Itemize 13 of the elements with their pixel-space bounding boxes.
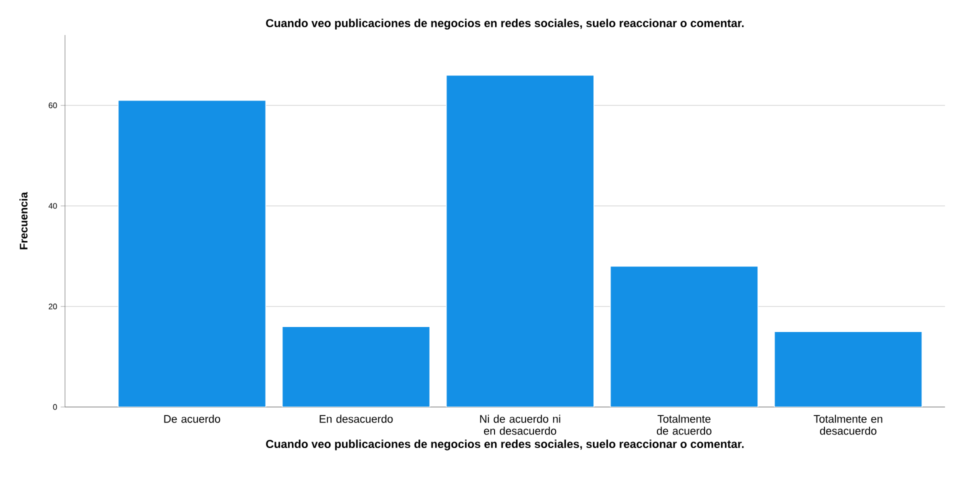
bar <box>774 331 922 407</box>
x-tick-label: Ni de acuerdo ni en desacuerdo <box>480 414 560 435</box>
bar <box>118 100 266 407</box>
x-tick-label: Totalmente de acuerdo <box>656 414 712 435</box>
chart-title: Cuando veo publicaciones de negocios en redes sociales, suelo reaccionar o comentar. <box>266 18 744 30</box>
x-axis-title: Cuando veo publicaciones de negocios en redes sociales, suelo reaccionar o comentar. <box>266 440 744 450</box>
bar <box>446 74 594 407</box>
x-tick-label: Totalmente en desacuerdo <box>814 414 882 435</box>
y-axis-title: Frecuencia <box>19 192 28 250</box>
x-tick-label: En desacuerdo <box>320 414 393 423</box>
bar <box>282 326 430 407</box>
bar <box>610 266 758 407</box>
x-tick-label: De acuerdo <box>164 414 220 423</box>
